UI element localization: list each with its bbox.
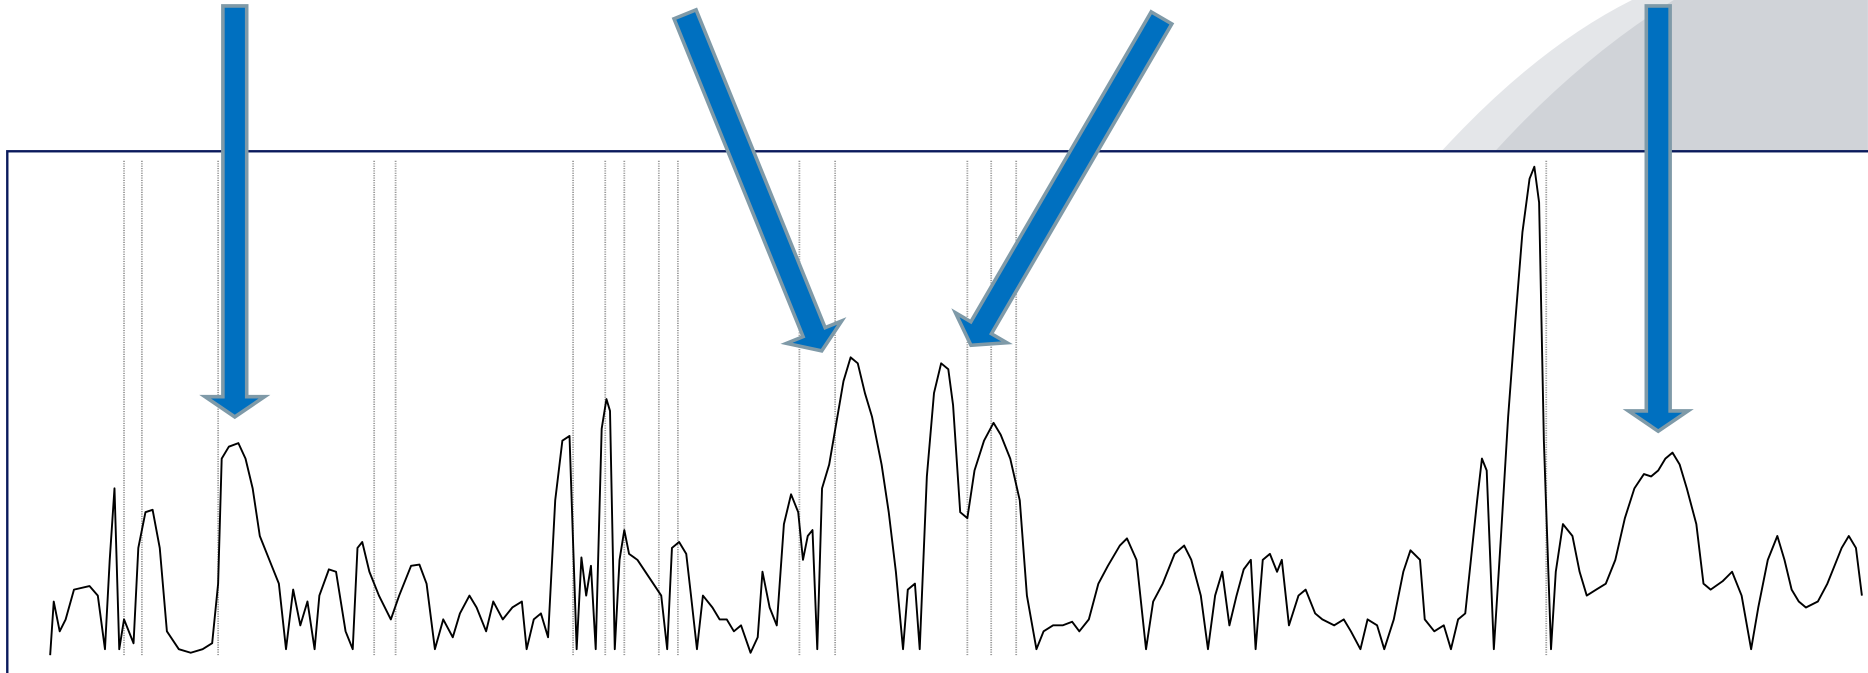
arrow bbox=[199, 4, 271, 420]
arrow bbox=[1622, 4, 1694, 434]
plot-frame bbox=[6, 150, 1868, 673]
plot bbox=[49, 160, 1863, 656]
background-swoosh bbox=[1495, 0, 1868, 152]
signal-line bbox=[49, 165, 1863, 656]
arrows bbox=[199, 4, 1694, 434]
arrow bbox=[671, 7, 847, 353]
arrow bbox=[951, 9, 1175, 348]
